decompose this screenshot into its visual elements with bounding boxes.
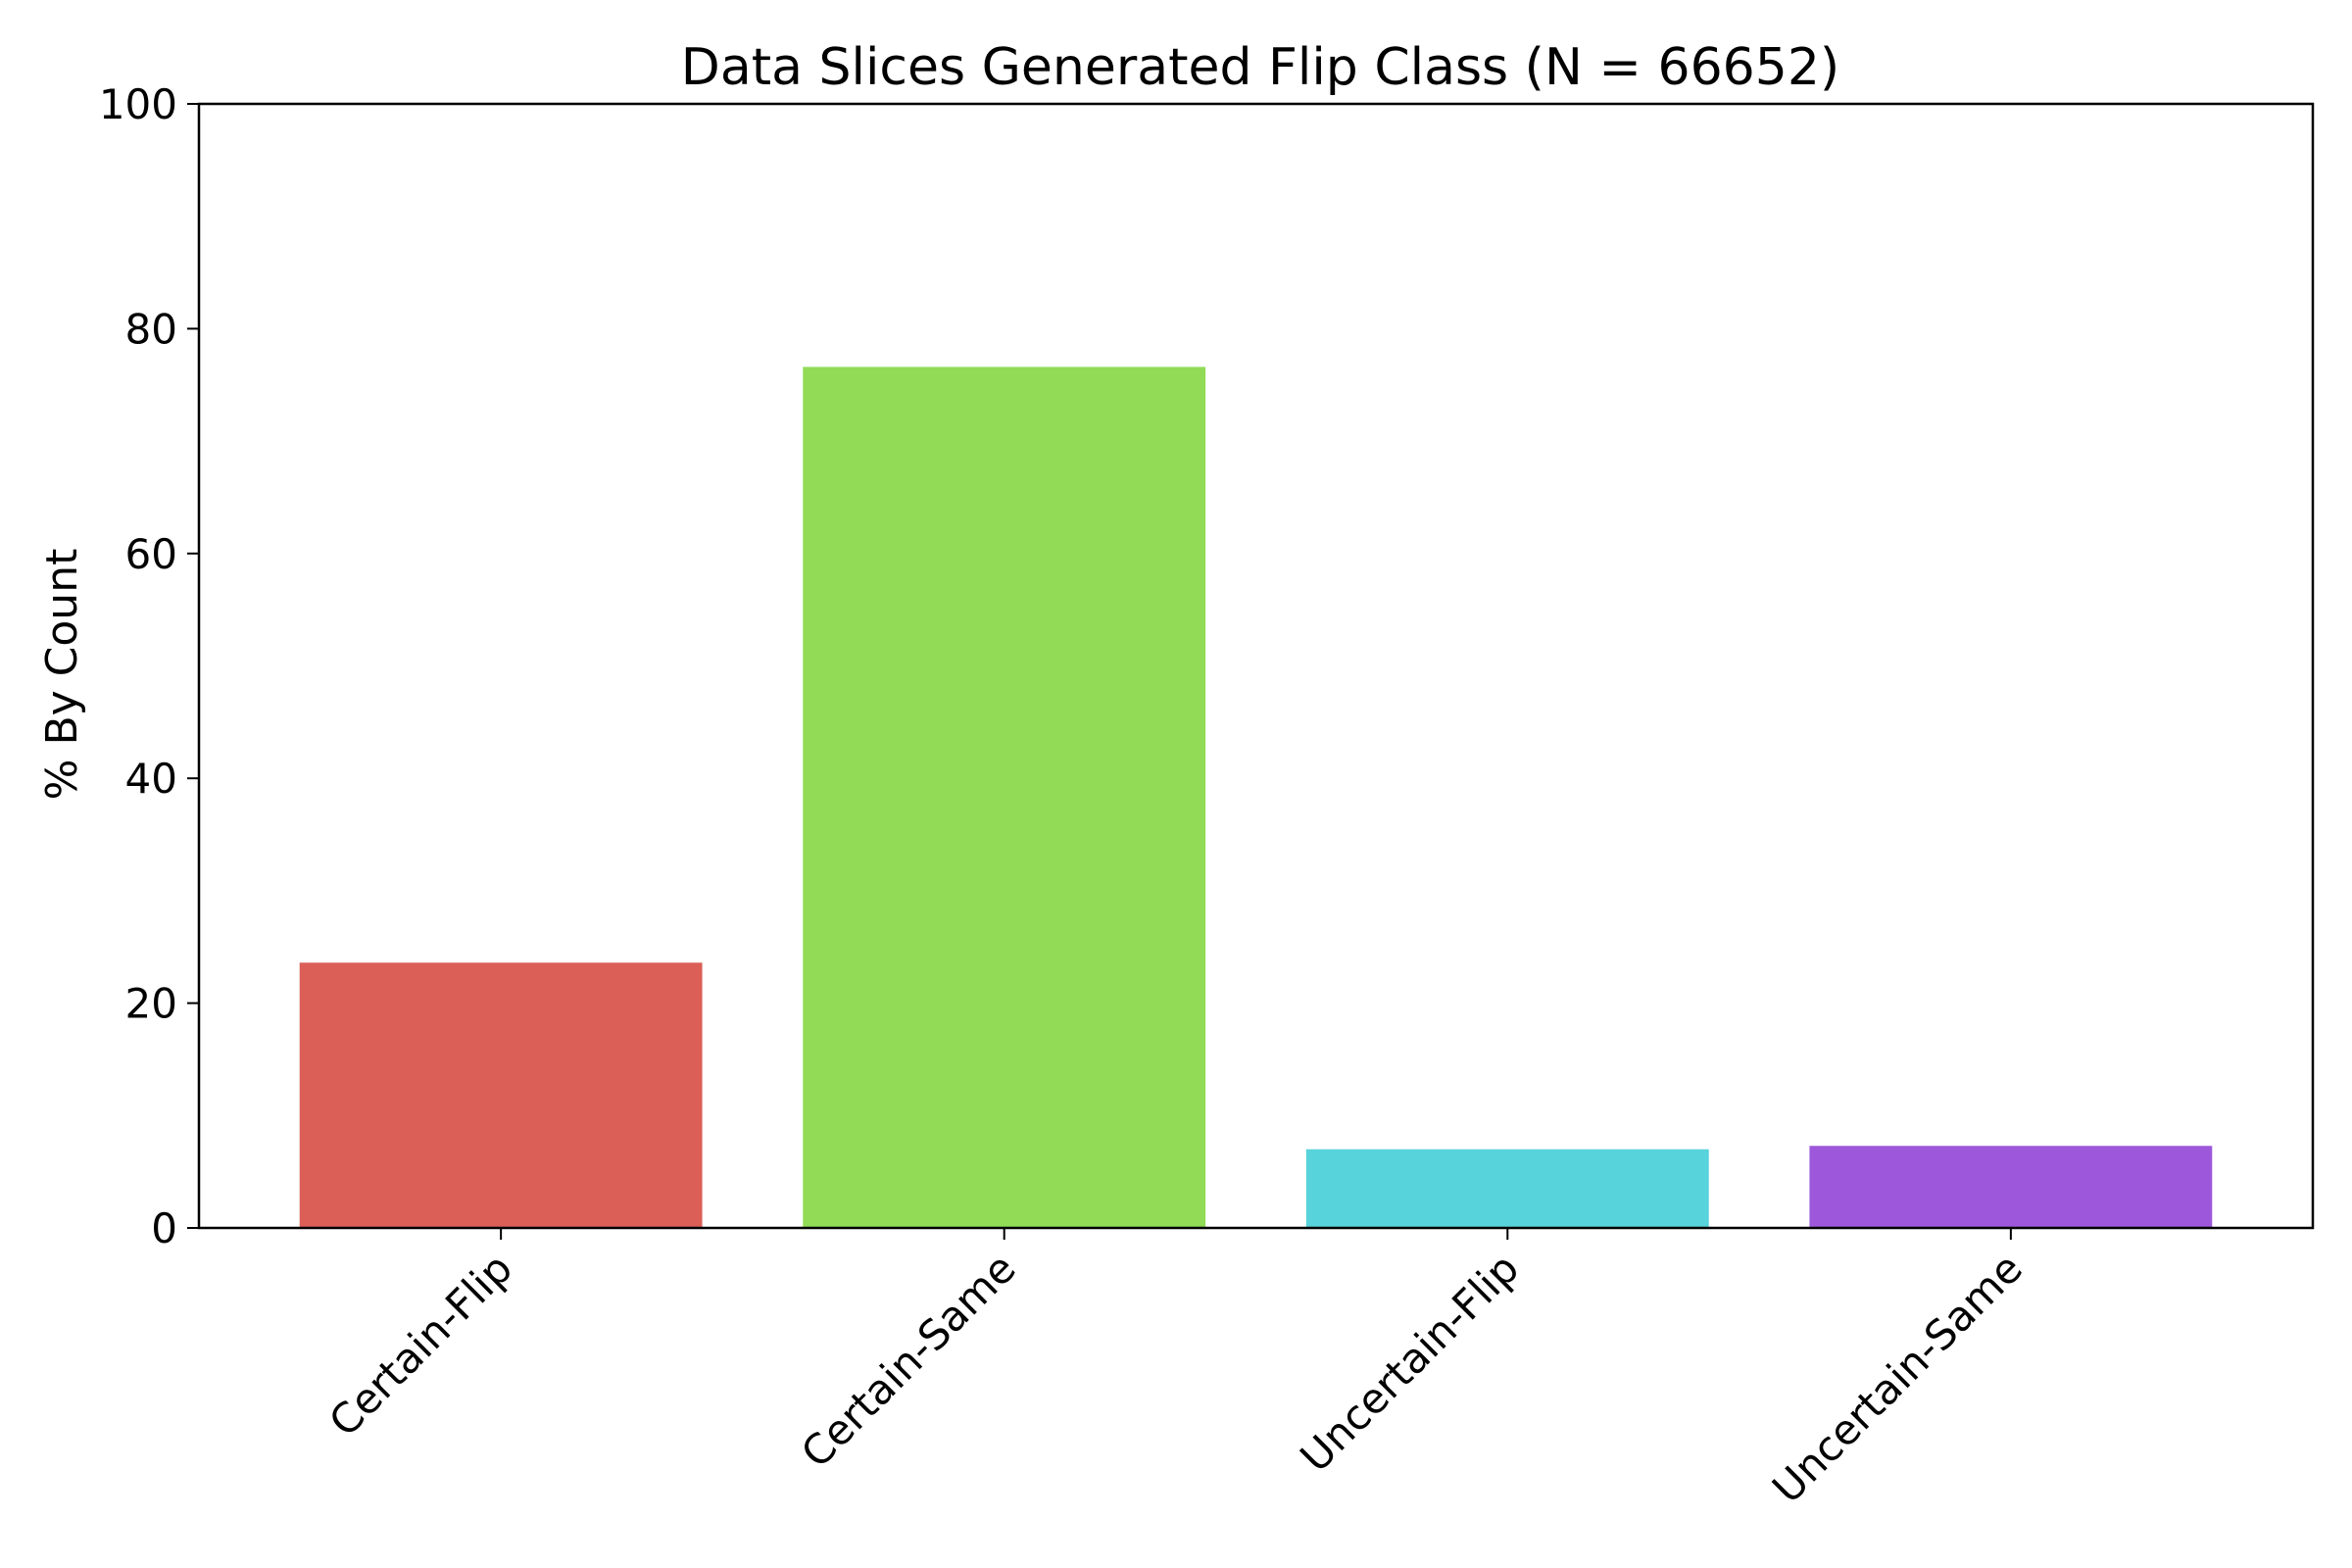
- plot-frame: [197, 102, 2315, 1230]
- y-tick-label: 0: [151, 1204, 177, 1252]
- y-tick-label: 100: [99, 80, 177, 128]
- y-tick-label: 80: [125, 305, 177, 353]
- y-tick-label: 60: [125, 530, 177, 578]
- bar-certain-flip: [299, 962, 703, 1228]
- bar-uncertain-flip: [1305, 1149, 1709, 1228]
- y-tick-label: 20: [125, 980, 177, 1028]
- chart-title: Data Slices Generated Flip Class (N = 66…: [681, 38, 1839, 97]
- y-axis-label: % By Count: [37, 549, 87, 801]
- y-axis-ticks: 0 20 40 60 80 100: [99, 80, 199, 1252]
- y-tick-label: 40: [125, 755, 177, 803]
- bar-certain-same: [803, 367, 1206, 1228]
- bars-group: [299, 367, 2213, 1228]
- bar-uncertain-same: [1809, 1146, 2213, 1228]
